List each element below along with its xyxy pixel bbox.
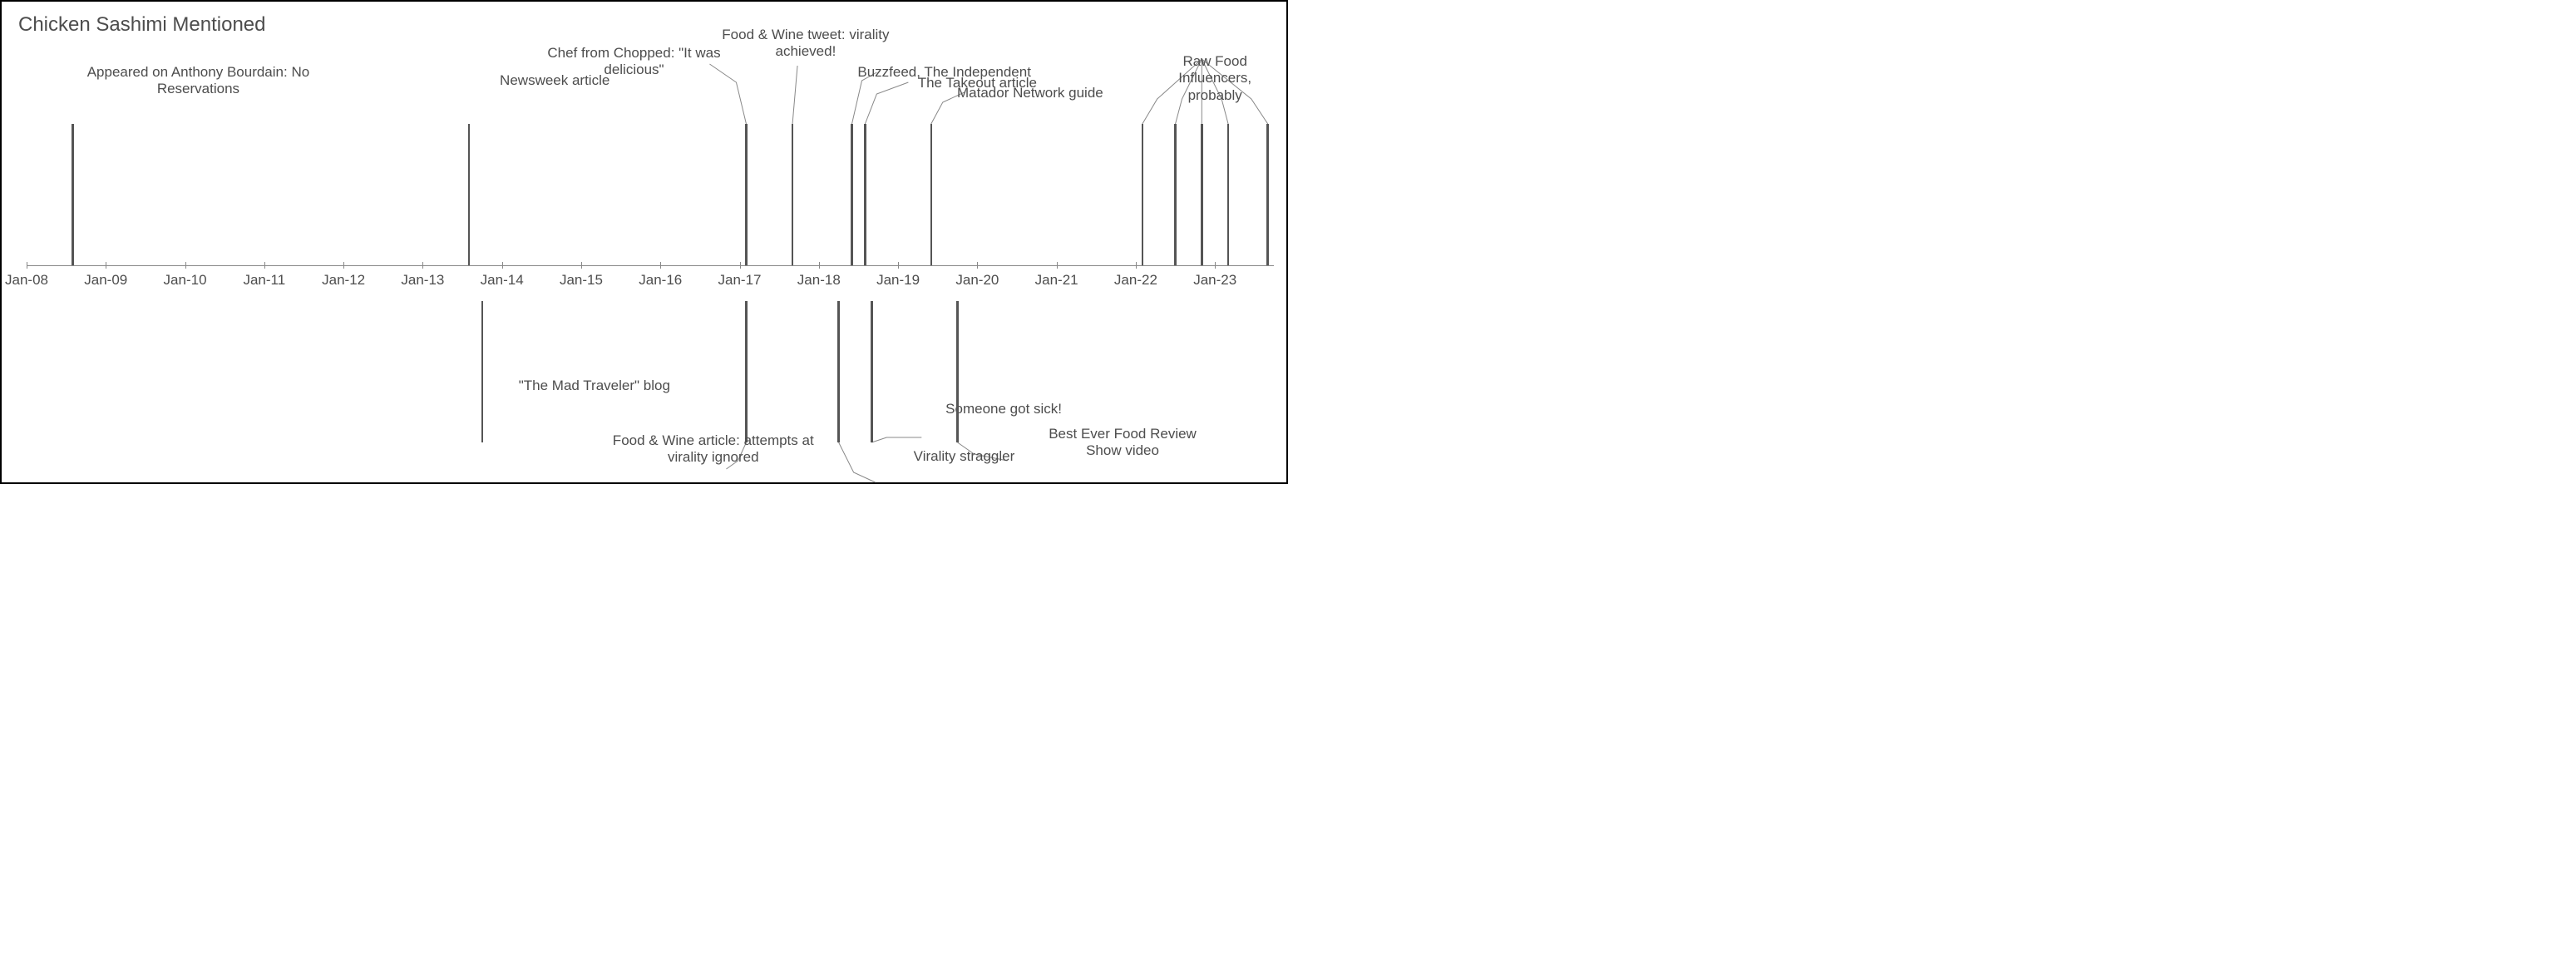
axis-tick <box>502 262 503 269</box>
axis-tick-label: Jan-22 <box>1114 272 1157 289</box>
axis-tick-label: Jan-10 <box>164 272 207 289</box>
event-marker <box>837 301 840 442</box>
axis-tick-label: Jan-11 <box>243 272 285 289</box>
event-marker <box>871 301 873 442</box>
axis-tick <box>264 262 265 269</box>
event-label: Appeared on Anthony Bourdain: No Reserva… <box>87 64 309 98</box>
event-label: Matador Network guide <box>957 85 1103 101</box>
event-label: Chef from Chopped: "It was delicious" <box>547 45 720 79</box>
axis-tick-label: Jan-16 <box>639 272 682 289</box>
event-marker <box>864 124 866 265</box>
axis-tick <box>581 262 582 269</box>
axis-tick-label: Jan-21 <box>1035 272 1078 289</box>
axis-tick <box>660 262 661 269</box>
axis-tick-label: Jan-12 <box>322 272 365 289</box>
event-marker <box>792 124 794 265</box>
chart-title: Chicken Sashimi Mentioned <box>18 13 265 37</box>
axis-tick <box>819 262 820 269</box>
event-label: Food & Wine tweet: virality achieved! <box>722 27 889 61</box>
timeline-chart: Chicken Sashimi Mentioned Jan-08 Jan-09 Ja… <box>0 0 1288 484</box>
axis-tick-label: Jan-23 <box>1193 272 1236 289</box>
event-label: "The Mad Traveler" blog <box>519 378 670 394</box>
event-marker <box>745 301 748 442</box>
event-marker <box>1266 124 1269 265</box>
axis-tick <box>343 262 344 269</box>
axis-tick-label: Jan-18 <box>797 272 841 289</box>
event-label: Raw Food Influencers, probably <box>1178 53 1251 104</box>
axis-tick-label: Jan-19 <box>876 272 920 289</box>
event-marker <box>745 124 748 265</box>
axis-tick <box>1215 262 1216 269</box>
axis-tick-label: Jan-17 <box>718 272 762 289</box>
axis-tick <box>1057 262 1058 269</box>
event-label: Virality straggler <box>914 448 1015 465</box>
axis-tick-label: Jan-09 <box>84 272 127 289</box>
axis-tick <box>185 262 186 269</box>
event-marker <box>468 124 471 265</box>
event-marker <box>1227 124 1230 265</box>
x-axis <box>27 265 1274 266</box>
axis-tick <box>740 262 741 269</box>
event-marker <box>72 124 74 265</box>
event-marker <box>481 301 484 442</box>
axis-tick-label: Jan-14 <box>481 272 524 289</box>
axis-tick-label: Jan-13 <box>401 272 444 289</box>
event-marker <box>1142 124 1144 265</box>
axis-tick <box>977 262 978 269</box>
event-label: Food & Wine article: attempts at viralit… <box>613 432 814 467</box>
axis-tick <box>898 262 899 269</box>
event-marker <box>1201 124 1203 265</box>
event-marker <box>851 124 853 265</box>
axis-tick-label: Jan-08 <box>5 272 48 289</box>
event-label: Best Ever Food Review Show video <box>1041 426 1205 460</box>
event-marker <box>930 124 933 265</box>
event-label: Someone got sick! <box>945 401 1062 417</box>
axis-tick <box>1136 262 1137 269</box>
event-marker <box>956 301 959 442</box>
axis-tick <box>422 262 423 269</box>
event-marker <box>1174 124 1177 265</box>
axis-tick-label: Jan-15 <box>560 272 603 289</box>
axis-tick-label: Jan-20 <box>955 272 999 289</box>
